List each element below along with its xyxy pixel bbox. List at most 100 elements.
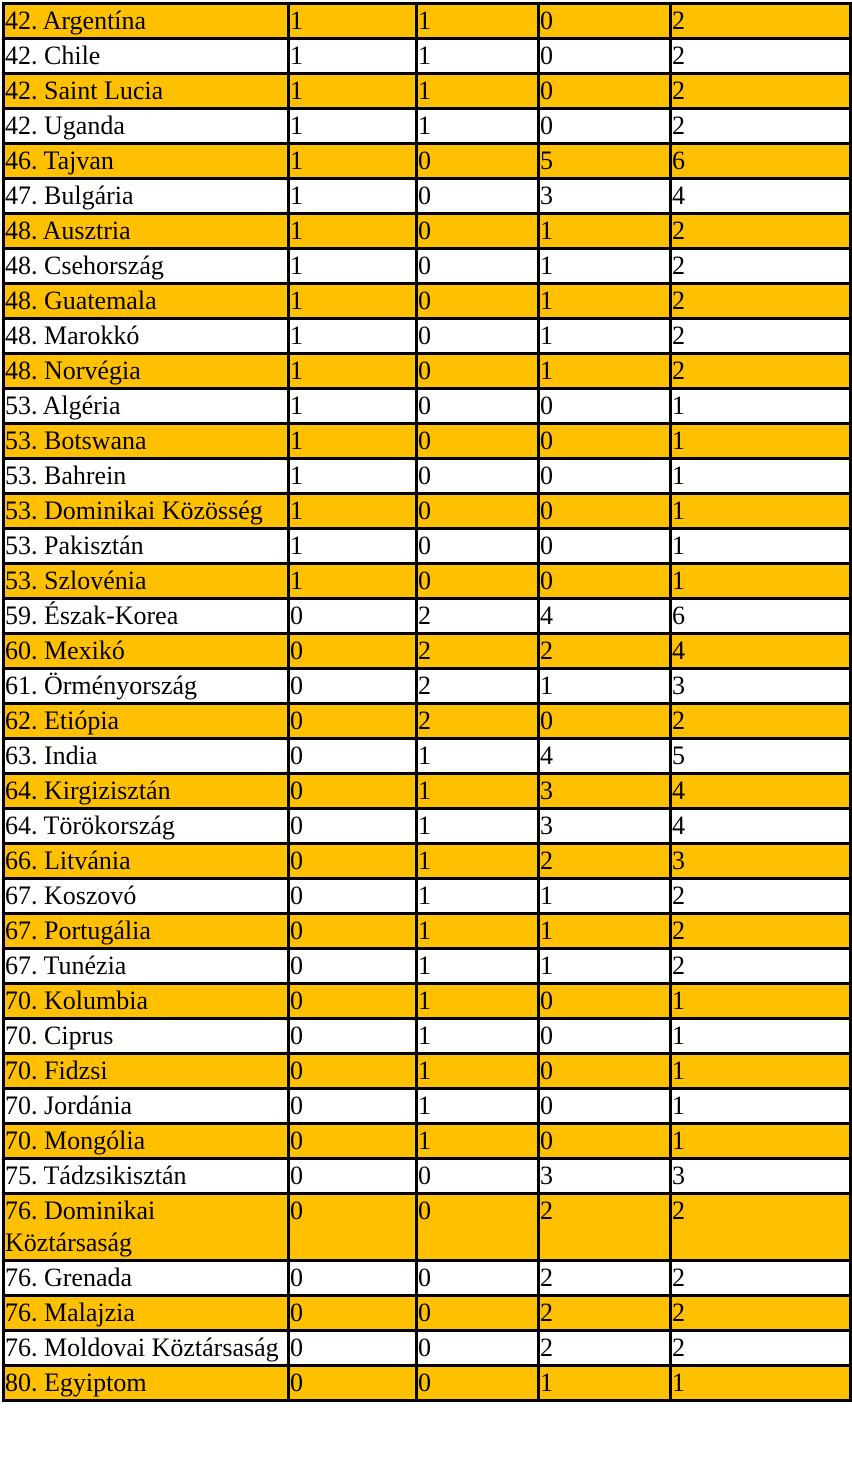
table-row: 75. Tádzsikisztán 0 0 3 3 (2, 1157, 852, 1195)
table-row: 42. Argentína 1 1 0 2 (2, 2, 852, 40)
bronze-cell: 0 (537, 1087, 672, 1125)
gold-cell: 0 (287, 1329, 418, 1367)
silver-cell: 0 (415, 317, 540, 355)
country-cell: 59. Észak-Korea (2, 597, 290, 635)
silver-cell: 0 (415, 1192, 540, 1262)
gold-cell: 0 (287, 1157, 418, 1195)
gold-cell: 0 (287, 737, 418, 775)
silver-cell: 1 (415, 772, 540, 810)
country-cell: 53. Szlovénia (2, 562, 290, 600)
gold-cell: 1 (287, 562, 418, 600)
table-row: 53. Botswana 1 0 0 1 (2, 422, 852, 460)
country-cell: 80. Egyiptom (2, 1364, 290, 1402)
silver-cell: 1 (415, 1017, 540, 1055)
table-row: 64. Törökország 0 1 3 4 (2, 807, 852, 845)
country-cell: 70. Fidzsi (2, 1052, 290, 1090)
country-cell: 67. Portugália (2, 912, 290, 950)
silver-cell: 1 (415, 807, 540, 845)
total-cell: 3 (669, 1157, 852, 1195)
country-cell: 48. Guatemala (2, 282, 290, 320)
country-cell: 47. Bulgária (2, 177, 290, 215)
table-row: 63. India 0 1 4 5 (2, 737, 852, 775)
gold-cell: 0 (287, 947, 418, 985)
gold-cell: 0 (287, 842, 418, 880)
country-cell: 60. Mexikó (2, 632, 290, 670)
country-cell: 53. Dominikai Közösség (2, 492, 290, 530)
gold-cell: 0 (287, 1052, 418, 1090)
bronze-cell: 1 (537, 317, 672, 355)
table-row: 76. Malajzia 0 0 2 2 (2, 1294, 852, 1332)
table-row: 42. Uganda 1 1 0 2 (2, 107, 852, 145)
gold-cell: 1 (287, 212, 418, 250)
bronze-cell: 2 (537, 1294, 672, 1332)
country-cell: 62. Etiópia (2, 702, 290, 740)
total-cell: 1 (669, 422, 852, 460)
country-cell: 53. Pakisztán (2, 527, 290, 565)
gold-cell: 0 (287, 982, 418, 1020)
bronze-cell: 0 (537, 492, 672, 530)
gold-cell: 0 (287, 912, 418, 950)
country-cell: 42. Saint Lucia (2, 72, 290, 110)
silver-cell: 1 (415, 947, 540, 985)
bronze-cell: 4 (537, 597, 672, 635)
silver-cell: 0 (415, 352, 540, 390)
table-row: 48. Norvégia 1 0 1 2 (2, 352, 852, 390)
total-cell: 2 (669, 317, 852, 355)
table-body: 42. Argentína 1 1 0 2 42. Chile 1 1 0 2 … (2, 2, 852, 1402)
total-cell: 1 (669, 1017, 852, 1055)
silver-cell: 0 (415, 282, 540, 320)
table-row: 46. Tajvan 1 0 5 6 (2, 142, 852, 180)
country-cell: 48. Ausztria (2, 212, 290, 250)
country-cell: 42. Argentína (2, 2, 290, 40)
country-cell: 76. Grenada (2, 1259, 290, 1297)
country-cell: 53. Bahrein (2, 457, 290, 495)
silver-cell: 1 (415, 1122, 540, 1160)
country-cell: 70. Mongólia (2, 1122, 290, 1160)
bronze-cell: 2 (537, 1192, 672, 1262)
country-cell: 53. Algéria (2, 387, 290, 425)
table-row: 67. Tunézia 0 1 1 2 (2, 947, 852, 985)
country-cell: 42. Uganda (2, 107, 290, 145)
gold-cell: 0 (287, 1017, 418, 1055)
total-cell: 2 (669, 247, 852, 285)
silver-cell: 1 (415, 737, 540, 775)
total-cell: 2 (669, 1259, 852, 1297)
total-cell: 3 (669, 667, 852, 705)
table-row: 53. Dominikai Közösség 1 0 0 1 (2, 492, 852, 530)
bronze-cell: 0 (537, 562, 672, 600)
table-row: 76. Moldovai Köztársaság 0 0 2 2 (2, 1329, 852, 1367)
silver-cell: 0 (415, 422, 540, 460)
total-cell: 2 (669, 212, 852, 250)
total-cell: 6 (669, 597, 852, 635)
gold-cell: 1 (287, 492, 418, 530)
table-row: 48. Guatemala 1 0 1 2 (2, 282, 852, 320)
bronze-cell: 3 (537, 1157, 672, 1195)
table-row: 66. Litvánia 0 1 2 3 (2, 842, 852, 880)
table-row: 76. Dominikai Köztársaság 0 0 2 2 (2, 1192, 852, 1262)
gold-cell: 1 (287, 247, 418, 285)
total-cell: 1 (669, 1364, 852, 1402)
total-cell: 4 (669, 177, 852, 215)
gold-cell: 1 (287, 317, 418, 355)
table-row: 70. Jordánia 0 1 0 1 (2, 1087, 852, 1125)
bronze-cell: 1 (537, 947, 672, 985)
silver-cell: 1 (415, 2, 540, 40)
silver-cell: 1 (415, 107, 540, 145)
total-cell: 2 (669, 282, 852, 320)
table-row: 70. Ciprus 0 1 0 1 (2, 1017, 852, 1055)
table-row: 80. Egyiptom 0 0 1 1 (2, 1364, 852, 1402)
country-cell: 42. Chile (2, 37, 290, 75)
bronze-cell: 0 (537, 457, 672, 495)
bronze-cell: 5 (537, 142, 672, 180)
gold-cell: 1 (287, 2, 418, 40)
bronze-cell: 1 (537, 282, 672, 320)
table-row: 53. Szlovénia 1 0 0 1 (2, 562, 852, 600)
country-cell: 76. Dominikai Köztársaság (2, 1192, 290, 1262)
gold-cell: 0 (287, 1364, 418, 1402)
silver-cell: 1 (415, 72, 540, 110)
total-cell: 5 (669, 737, 852, 775)
total-cell: 1 (669, 982, 852, 1020)
gold-cell: 0 (287, 807, 418, 845)
table-row: 70. Fidzsi 0 1 0 1 (2, 1052, 852, 1090)
bronze-cell: 1 (537, 352, 672, 390)
